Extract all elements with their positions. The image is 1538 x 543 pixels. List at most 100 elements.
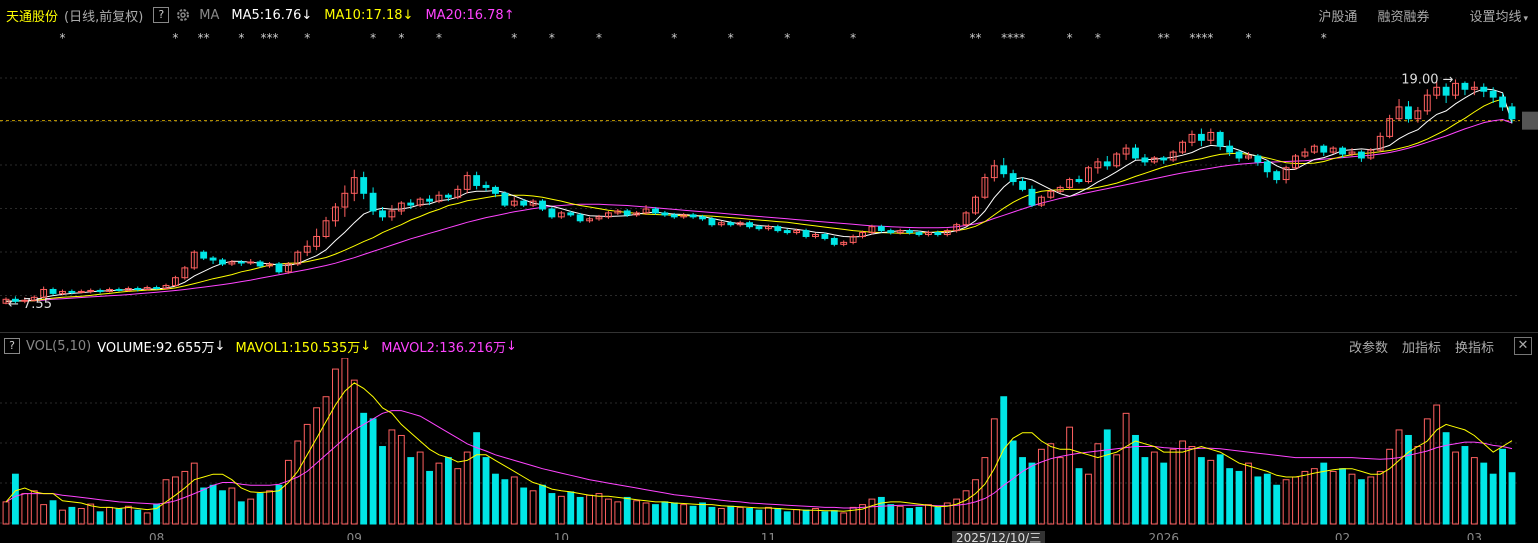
candle [1188,133,1196,143]
edit-params-link[interactable]: 改参数 [1348,340,1388,356]
candle [1103,161,1111,167]
volume-bar [633,500,641,525]
candle [520,200,528,206]
candle [557,212,565,218]
candle [134,288,142,290]
margin-trading-link[interactable]: 融资融券 [1377,9,1430,25]
switch-indicator-link[interactable]: 换指标 [1454,340,1494,356]
volume-bar [1254,476,1262,525]
candle [962,212,970,226]
volume-bar [1056,457,1064,525]
volume-bar [59,509,66,525]
candlestick-chart[interactable]: * * ** * *** * * * * * * * * * * * ** **** * * ** **** * *19.00… [0,30,1538,332]
add-indicator-link[interactable]: 加指标 [1401,340,1441,356]
volume-bar [1160,462,1168,525]
candle [322,220,330,237]
candle [652,208,659,214]
candle [1094,161,1102,169]
candle [614,210,622,214]
volume-bar [1245,462,1252,525]
volume-bar [1047,443,1055,525]
help-icon[interactable]: ? [153,7,170,23]
month-label: 2026 [1148,531,1179,540]
candle [925,232,932,236]
volume-bar [313,407,321,525]
event-marker: * [398,31,404,45]
volume-bar [11,473,19,525]
candle [1254,155,1262,163]
candle [190,251,198,269]
volume-bar [1499,448,1507,525]
volume-bar [1263,473,1271,525]
volume-bar [1235,470,1243,525]
vol-help-icon[interactable]: ? [4,338,20,354]
volume-bar [981,457,989,525]
volume-bar [755,509,763,525]
dropdown-icon: ▾ [1523,13,1528,24]
volume-bar [303,423,311,525]
volume-bar [1292,476,1299,525]
volume-bar [915,506,923,525]
panel-divider [0,332,1538,333]
candle [237,261,245,264]
volume-bar [1461,446,1469,525]
set-ma-link[interactable]: 设置均线 ▾ [1449,6,1528,25]
event-marker: * [304,31,310,45]
candle [812,234,819,237]
gear-icon[interactable] [175,7,191,23]
candle [1423,94,1431,112]
volume-bar [115,508,123,525]
candle [1019,181,1026,190]
ma-label: MA [199,7,220,23]
volume-bar [294,440,302,525]
event-marker: * [784,31,790,45]
vol-title[interactable]: VOL(5,10) [26,338,92,354]
candle [332,206,339,222]
candle [275,263,283,273]
volume-bar [237,501,245,525]
candle [680,214,688,218]
volume-bar [1179,440,1186,525]
mavol1-arrow-icon: ↓ [360,338,372,354]
volume-bar [830,510,838,525]
volume-bar [557,495,565,525]
event-marker: *** [261,31,279,45]
event-marker: * [671,31,677,45]
volume-bar [990,418,998,525]
volume-bar [1000,396,1008,525]
volume-bar [972,479,979,525]
volume-chart[interactable] [0,358,1538,528]
candle [1085,167,1092,183]
volume-bar [1113,454,1121,525]
candle [793,230,801,234]
volume-bar [275,484,283,525]
volume-bar [397,434,405,525]
mavol1-value: MAVOL1:150.535万 [235,340,361,356]
volume-bar [172,476,179,525]
candle [266,263,273,267]
candle [1489,90,1497,98]
volume-bar [1132,434,1139,525]
candle [294,251,302,265]
candle [426,198,433,202]
close-icon[interactable]: ✕ [1514,337,1532,355]
candle [821,234,829,239]
volume-bar [774,508,782,525]
candle [143,287,151,290]
hk-connect-link[interactable]: 沪股通 [1318,9,1358,25]
candle [172,277,179,287]
candle [1150,157,1158,163]
volume-bar [962,490,970,525]
volume-bar [1310,468,1318,525]
candle [284,263,292,273]
volume-header: ? VOL(5,10) VOLUME:92.655万 ↓ MAVOL1:150.… [0,334,1538,358]
candle [990,165,998,179]
event-marker: * [370,31,376,45]
stock-name[interactable]: 天通股份 [6,9,59,25]
volume-bar [520,487,528,525]
kline-header-links: 沪股通 融资融券 设置均线 ▾ [1298,0,1538,30]
volume-bar [40,504,48,525]
volume-bar [717,508,725,525]
volume-bar [1376,470,1384,525]
adjust-mode[interactable]: (日线,前复权) [64,9,144,25]
